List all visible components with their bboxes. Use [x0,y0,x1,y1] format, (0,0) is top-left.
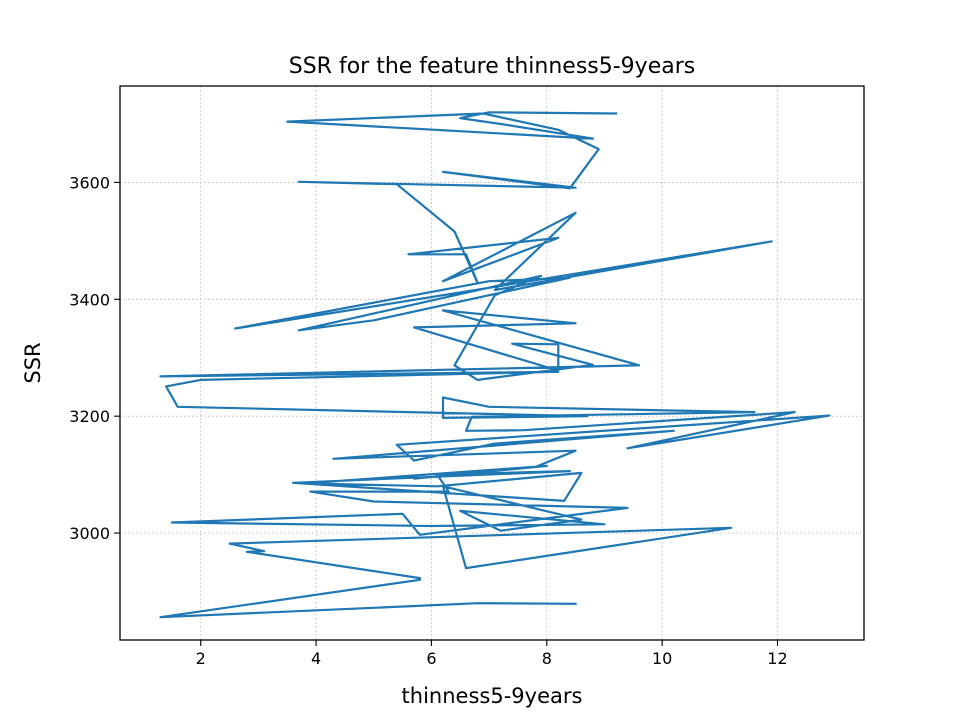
y-tick-label: 3000 [69,524,110,543]
y-axis-label: SSR [21,342,45,383]
chart-title: SSR for the feature thinness5-9years [289,54,695,79]
x-tick-label: 8 [542,649,552,668]
x-tick-label: 10 [652,649,672,668]
x-axis-label: thinness5-9years [402,684,583,708]
plot-area-frame [119,85,865,641]
y-tick-label: 3200 [69,407,110,426]
x-tick-label: 6 [426,649,436,668]
x-tick-label: 12 [767,649,787,668]
y-tick-label: 3400 [69,290,110,309]
y-tick-label: 3600 [69,173,110,192]
series-line [159,111,831,619]
x-tick-label: 2 [196,649,206,668]
data-series [159,111,831,619]
y-axis-ticks: 3000 3200 3400 3600 [69,173,120,543]
x-tick-label: 4 [311,649,321,668]
x-axis-ticks: 2 4 6 8 10 12 [196,640,788,668]
